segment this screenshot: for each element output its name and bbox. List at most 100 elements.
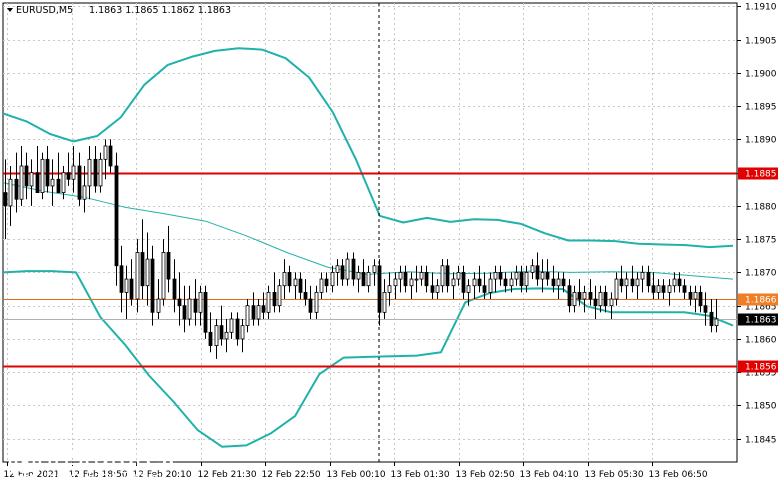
candle-body xyxy=(19,165,24,200)
candle-body xyxy=(377,265,382,313)
candle-body xyxy=(572,291,577,307)
y-tick-label: 1.1875 xyxy=(745,236,777,246)
x-tick-label: 13 Feb 05:30 xyxy=(585,470,644,480)
x-tick-label: 12 Feb 21:30 xyxy=(198,470,257,480)
candle-body xyxy=(667,285,672,293)
triangle-down-icon[interactable] xyxy=(7,8,13,12)
y-tick-label: 1.1850 xyxy=(745,402,777,412)
candle-body xyxy=(540,272,545,280)
candle-body xyxy=(582,291,587,300)
level-badge-label: 1.1866 xyxy=(745,296,777,306)
candle-body xyxy=(424,272,429,287)
candle-body xyxy=(466,285,471,293)
candle-body xyxy=(187,298,192,320)
candle-body xyxy=(488,278,493,293)
candle-body xyxy=(114,165,119,267)
candle-body xyxy=(40,158,45,193)
x-tick-label: 13 Feb 06:50 xyxy=(649,470,708,480)
candle-body xyxy=(8,178,13,207)
x-tick-label: 12 Feb 22:50 xyxy=(262,470,321,480)
candle-body xyxy=(282,272,287,287)
candle-body xyxy=(714,318,719,327)
candle-body xyxy=(240,325,245,340)
y-tick-label: 1.1905 xyxy=(745,37,777,47)
candle-body xyxy=(24,165,29,187)
candle-body xyxy=(287,272,292,287)
logo-tagline: Instant Forex Trading xyxy=(46,470,162,483)
candle-body xyxy=(693,291,698,300)
candle-body xyxy=(461,272,466,293)
candle-body xyxy=(682,285,687,293)
candle-body xyxy=(451,278,456,287)
instaforex-logo: instaforex Instant Forex Trading xyxy=(6,442,182,486)
plot-frame xyxy=(2,2,738,463)
candle-body xyxy=(245,305,250,327)
candle-body xyxy=(403,272,408,287)
candle-body xyxy=(324,278,329,287)
level-badge-resistance xyxy=(738,167,778,180)
candle-body xyxy=(29,172,34,187)
candle-body xyxy=(172,278,177,300)
candle-body xyxy=(66,172,71,180)
candle-body xyxy=(82,185,87,200)
candle-body xyxy=(588,291,593,300)
candle-body xyxy=(635,278,640,287)
candle-body xyxy=(135,252,140,300)
candle-body xyxy=(630,278,635,287)
candle-body xyxy=(35,172,40,193)
y-tick-label: 1.1860 xyxy=(745,336,777,346)
candle-body xyxy=(456,272,461,280)
candle-body xyxy=(551,278,556,287)
candle-body xyxy=(688,291,693,300)
price-badges: 1.1885 1.1866 1.1856 1.1863 xyxy=(738,167,778,373)
candle-body xyxy=(156,298,161,313)
y-tick-label: 1.1910 xyxy=(745,3,777,13)
candle-body xyxy=(303,291,308,300)
level-badge-label: 1.1885 xyxy=(745,170,777,180)
horizontal-levels xyxy=(3,172,737,368)
candle-body xyxy=(514,272,519,280)
candle-body xyxy=(372,265,377,273)
candle-body xyxy=(535,265,540,280)
current-price-badge xyxy=(738,313,778,326)
candle-body xyxy=(672,278,677,287)
candle-body xyxy=(619,278,624,287)
candle-body xyxy=(519,272,524,287)
candle-body xyxy=(77,165,82,200)
y-tick-label: 1.1900 xyxy=(745,70,777,80)
y-tick-label: 1.1890 xyxy=(745,136,777,146)
candle-body xyxy=(330,272,335,287)
price-axis: 1.19101.19051.19001.18951.18901.18851.18… xyxy=(737,3,777,446)
candle-body xyxy=(251,305,256,320)
candle-body xyxy=(224,331,229,340)
candles xyxy=(3,139,719,359)
candle-body xyxy=(698,291,703,307)
candle-body xyxy=(61,172,66,193)
y-tick-label: 1.1865 xyxy=(745,303,777,313)
y-tick-label: 1.1855 xyxy=(745,369,777,379)
candle-body xyxy=(314,291,319,313)
candle-body xyxy=(98,158,103,187)
candle-body xyxy=(124,278,129,293)
candle-body xyxy=(203,291,208,333)
candle-body xyxy=(387,285,392,293)
candle-body xyxy=(656,285,661,293)
current-price-label: 1.1863 xyxy=(745,316,777,326)
candle-body xyxy=(256,305,261,320)
candle-body xyxy=(119,265,124,293)
candle-body xyxy=(661,285,666,293)
candle-body xyxy=(103,145,108,160)
chart-symbol: EURUSD,M5 xyxy=(16,5,73,16)
candle-body xyxy=(177,298,182,307)
candle-body xyxy=(398,272,403,280)
candle-body xyxy=(361,272,366,287)
candle-body xyxy=(640,272,645,280)
candle-body xyxy=(598,291,603,307)
candle-body xyxy=(709,311,714,327)
candle-body xyxy=(614,278,619,300)
candle-body xyxy=(472,278,477,287)
x-tick-label: 12 Feb 20:10 xyxy=(133,470,192,480)
candle-body xyxy=(50,178,55,187)
x-tick-label: 13 Feb 00:10 xyxy=(327,470,386,480)
candle-body xyxy=(277,285,282,307)
